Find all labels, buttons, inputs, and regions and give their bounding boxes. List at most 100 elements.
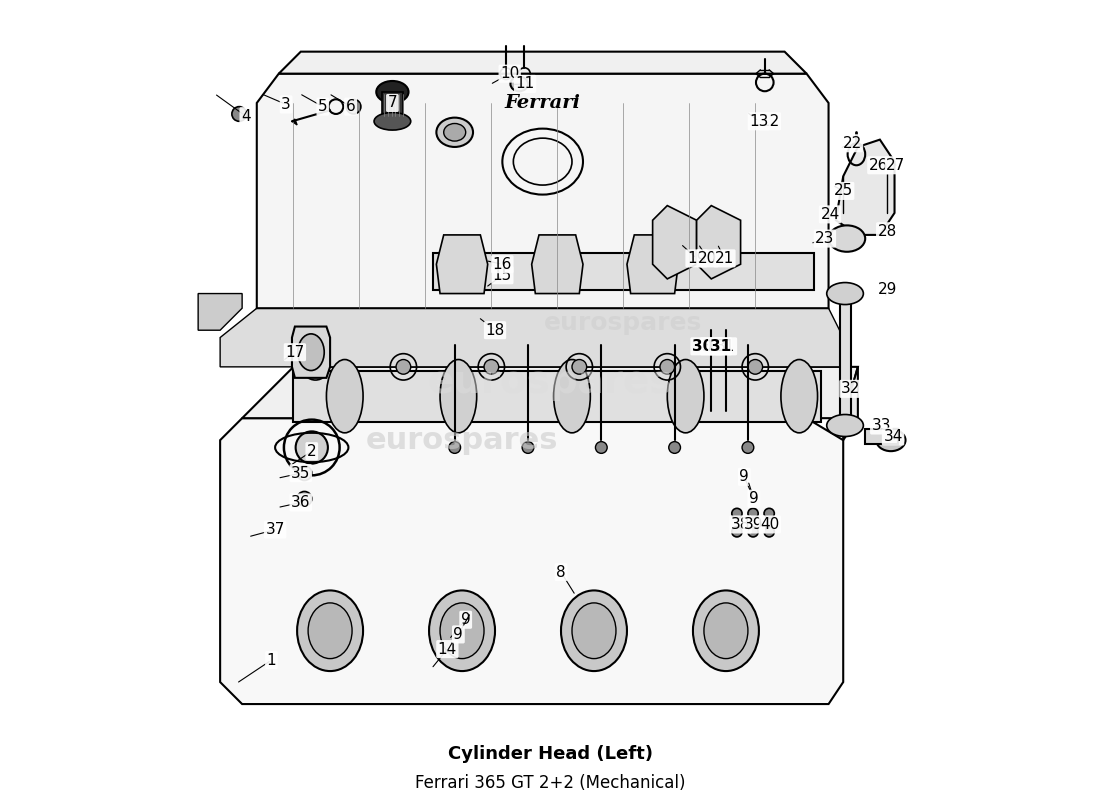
Ellipse shape bbox=[748, 359, 762, 374]
Text: 14: 14 bbox=[438, 642, 456, 657]
Polygon shape bbox=[292, 119, 297, 125]
Text: Ferrari 365 GT 2+2 (Mechanical): Ferrari 365 GT 2+2 (Mechanical) bbox=[415, 774, 685, 792]
Ellipse shape bbox=[742, 442, 754, 454]
Text: 29: 29 bbox=[878, 282, 896, 298]
Ellipse shape bbox=[572, 603, 616, 658]
Text: 9: 9 bbox=[749, 491, 759, 506]
Ellipse shape bbox=[595, 442, 607, 454]
Text: 1: 1 bbox=[266, 653, 276, 667]
Text: 19: 19 bbox=[686, 251, 706, 266]
Text: 30: 30 bbox=[692, 339, 713, 354]
Text: 40: 40 bbox=[760, 517, 780, 532]
Text: 20: 20 bbox=[698, 251, 717, 266]
Ellipse shape bbox=[308, 359, 322, 374]
Text: 7: 7 bbox=[387, 95, 397, 110]
Text: 6: 6 bbox=[345, 99, 355, 114]
Ellipse shape bbox=[374, 113, 410, 130]
Text: eurospares: eurospares bbox=[366, 426, 559, 454]
Ellipse shape bbox=[693, 590, 759, 671]
Polygon shape bbox=[652, 206, 696, 279]
Ellipse shape bbox=[346, 99, 361, 114]
Text: 31: 31 bbox=[716, 339, 736, 354]
Text: Ferrari: Ferrari bbox=[505, 94, 581, 112]
Ellipse shape bbox=[764, 508, 774, 518]
Polygon shape bbox=[198, 294, 242, 330]
Text: 35: 35 bbox=[292, 466, 310, 481]
Polygon shape bbox=[437, 235, 487, 294]
Ellipse shape bbox=[298, 334, 324, 370]
Bar bbox=[866, 429, 899, 444]
Ellipse shape bbox=[764, 526, 774, 537]
Text: 21: 21 bbox=[715, 251, 734, 266]
Text: 26: 26 bbox=[869, 158, 888, 173]
Ellipse shape bbox=[297, 491, 311, 506]
Ellipse shape bbox=[376, 81, 408, 103]
Ellipse shape bbox=[297, 590, 363, 671]
Ellipse shape bbox=[748, 526, 758, 537]
Text: Cylinder Head (Left): Cylinder Head (Left) bbox=[448, 745, 652, 762]
Ellipse shape bbox=[877, 429, 905, 451]
Ellipse shape bbox=[437, 118, 473, 147]
Ellipse shape bbox=[297, 466, 311, 481]
Ellipse shape bbox=[308, 603, 352, 658]
Text: 16: 16 bbox=[493, 257, 512, 272]
Ellipse shape bbox=[449, 442, 461, 454]
Text: 3: 3 bbox=[282, 97, 292, 112]
Text: 13: 13 bbox=[749, 114, 769, 129]
Ellipse shape bbox=[327, 359, 363, 433]
Polygon shape bbox=[292, 326, 330, 378]
Bar bbox=[432, 254, 814, 290]
Polygon shape bbox=[256, 74, 828, 308]
Text: 4: 4 bbox=[241, 109, 251, 124]
Ellipse shape bbox=[827, 414, 864, 437]
Text: 2: 2 bbox=[307, 444, 317, 458]
Polygon shape bbox=[627, 235, 679, 294]
Text: 36: 36 bbox=[292, 495, 310, 510]
Text: 11: 11 bbox=[516, 77, 535, 91]
Text: 32: 32 bbox=[840, 382, 860, 396]
Text: eurospares: eurospares bbox=[544, 311, 703, 335]
Ellipse shape bbox=[732, 526, 742, 537]
Ellipse shape bbox=[572, 359, 586, 374]
Text: 25: 25 bbox=[834, 183, 852, 198]
Text: 9: 9 bbox=[461, 612, 471, 627]
Text: 8: 8 bbox=[557, 565, 565, 580]
Ellipse shape bbox=[828, 226, 866, 252]
Ellipse shape bbox=[748, 508, 758, 518]
Text: 15: 15 bbox=[493, 268, 512, 282]
Polygon shape bbox=[696, 206, 740, 279]
Polygon shape bbox=[220, 308, 844, 367]
Text: 9: 9 bbox=[453, 627, 463, 642]
Ellipse shape bbox=[522, 442, 534, 454]
Polygon shape bbox=[278, 52, 806, 74]
Bar bbox=[294, 370, 822, 422]
Text: 28: 28 bbox=[878, 224, 896, 238]
Ellipse shape bbox=[440, 603, 484, 658]
Ellipse shape bbox=[561, 590, 627, 671]
Ellipse shape bbox=[553, 359, 591, 433]
Bar bbox=[382, 92, 403, 118]
Text: 5: 5 bbox=[318, 99, 328, 114]
Polygon shape bbox=[844, 367, 858, 440]
Polygon shape bbox=[242, 367, 858, 418]
Text: 39: 39 bbox=[744, 517, 763, 532]
Polygon shape bbox=[836, 140, 894, 235]
Ellipse shape bbox=[781, 359, 817, 433]
Text: 22: 22 bbox=[843, 136, 861, 150]
Text: 34: 34 bbox=[883, 429, 903, 444]
Ellipse shape bbox=[443, 123, 465, 141]
Text: 12: 12 bbox=[760, 114, 780, 129]
Text: 30: 30 bbox=[702, 339, 721, 354]
Text: 18: 18 bbox=[485, 322, 505, 338]
Ellipse shape bbox=[429, 590, 495, 671]
Text: 37: 37 bbox=[265, 522, 285, 537]
Ellipse shape bbox=[668, 359, 704, 433]
Text: 9: 9 bbox=[739, 470, 749, 484]
Ellipse shape bbox=[396, 359, 410, 374]
Ellipse shape bbox=[296, 431, 328, 464]
Polygon shape bbox=[220, 418, 844, 704]
Ellipse shape bbox=[827, 282, 864, 305]
Ellipse shape bbox=[510, 77, 528, 91]
Ellipse shape bbox=[484, 359, 498, 374]
Text: 33: 33 bbox=[871, 418, 891, 433]
